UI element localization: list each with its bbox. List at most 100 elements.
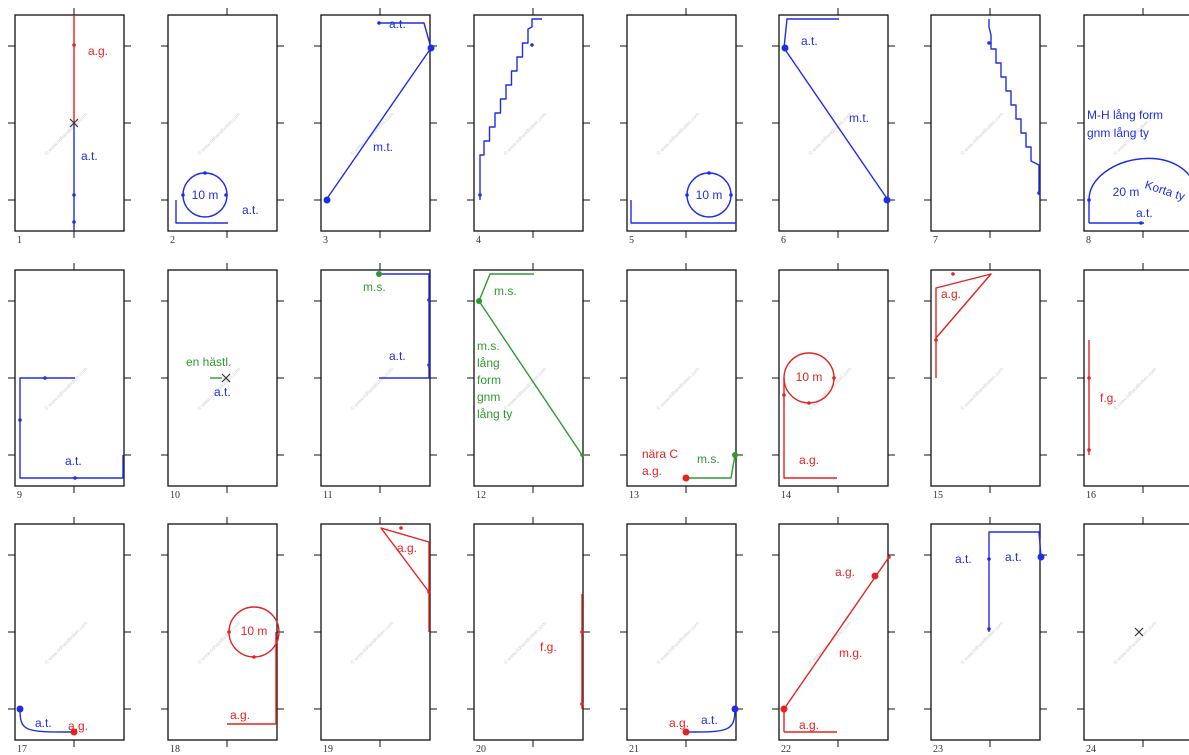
arrow-mark [478,193,482,197]
marker-dot [476,298,482,304]
path-line [379,22,432,49]
diagram-number: 11 [323,490,333,501]
marker-dot [780,705,788,713]
arrow-mark [427,590,431,594]
arrow-mark [1087,376,1091,380]
arena-frame [473,523,584,741]
diagram-number: 7 [933,235,938,246]
halt-cross [221,373,231,383]
path-curve [1088,157,1189,201]
arrow-mark [427,298,431,302]
figure-label: lång ty [477,407,512,421]
marker-dot [883,196,891,204]
arrow-mark [377,21,381,25]
marker-dot [70,728,78,736]
diagram-number: 2 [170,235,175,246]
figure-label: lång [477,356,500,370]
red-path [935,273,992,378]
diagram-number: 22 [781,744,791,755]
arrow-mark [530,43,534,47]
path-line [19,377,124,479]
arrow-mark [782,393,786,397]
marker-dot [682,474,690,482]
arrow-mark [707,171,711,175]
marker-dot [1037,553,1045,561]
arena-frame [930,14,1041,232]
arena-frame [14,523,125,741]
figure-label: a.t. [242,203,259,217]
arrow-mark [72,193,76,197]
arena-frame [14,14,125,232]
figure-label: a.t. [389,17,406,31]
diagram-number: 17 [17,744,27,755]
marker-dot [682,728,690,736]
figure-label: a.g. [941,287,961,301]
figure-label: 10 m [796,370,823,384]
arrow-mark [224,193,228,197]
path-line [783,18,839,49]
figure-label: a.g. [799,453,819,467]
figure-label: a.t. [1136,206,1153,220]
figure-label: gnm lång ty [1087,126,1149,140]
diagram-number: 9 [17,490,22,501]
figure-label: 10 m [696,188,723,202]
figure-label: 20 m [1113,185,1140,199]
arena-frame [778,14,889,232]
figure-label: m.s. [363,280,386,294]
arrow-mark [580,630,584,634]
path-line [630,200,736,224]
arrow-mark [43,376,47,380]
path-line [379,273,430,379]
diagram-number: 20 [476,744,486,755]
figure-label: a.g. [230,708,250,722]
arena-frame [1083,523,1189,741]
arrow-mark [987,627,991,631]
arena-frame [626,14,737,232]
diagram-number: 4 [476,235,481,246]
arena-frame [167,269,278,487]
red-path [783,378,837,479]
path-curve [685,708,736,733]
figure-label: m.s. [697,452,720,466]
path-line [783,47,889,201]
arrow-mark [227,630,231,634]
path-line [988,531,1042,632]
arrow-mark [685,193,689,197]
arena-frame [930,523,1041,741]
arrow-mark [580,702,584,706]
figure-label: 10 m [192,188,219,202]
figure-label: m.t. [373,140,393,154]
figure-label: a.g. [397,541,417,555]
marker-dot [781,44,789,52]
diagram-number: 16 [1086,490,1096,501]
path-line [175,200,228,224]
arena-frame [167,14,278,232]
diagram-number: 5 [629,235,634,246]
figure-label: a.t. [214,385,231,399]
arrow-mark [1087,448,1091,452]
arrow-mark [807,401,811,405]
figure-label: M-H lång form [1087,108,1163,122]
diagram-number: 6 [781,235,786,246]
figure-label: a.t. [389,349,406,363]
arrow-mark [1037,191,1041,195]
path-line [988,19,1040,195]
arrow-mark [1139,221,1143,225]
diagram-number: 24 [1086,744,1096,755]
figure-label: f.g. [540,640,557,654]
arrow-mark [887,555,891,559]
diagram-number: 15 [933,490,943,501]
path-line [479,18,542,200]
diagram-number: 14 [781,490,791,501]
arrow-mark [729,193,733,197]
diagram-number: 8 [1086,235,1091,246]
figure-label: m.g. [839,646,862,660]
